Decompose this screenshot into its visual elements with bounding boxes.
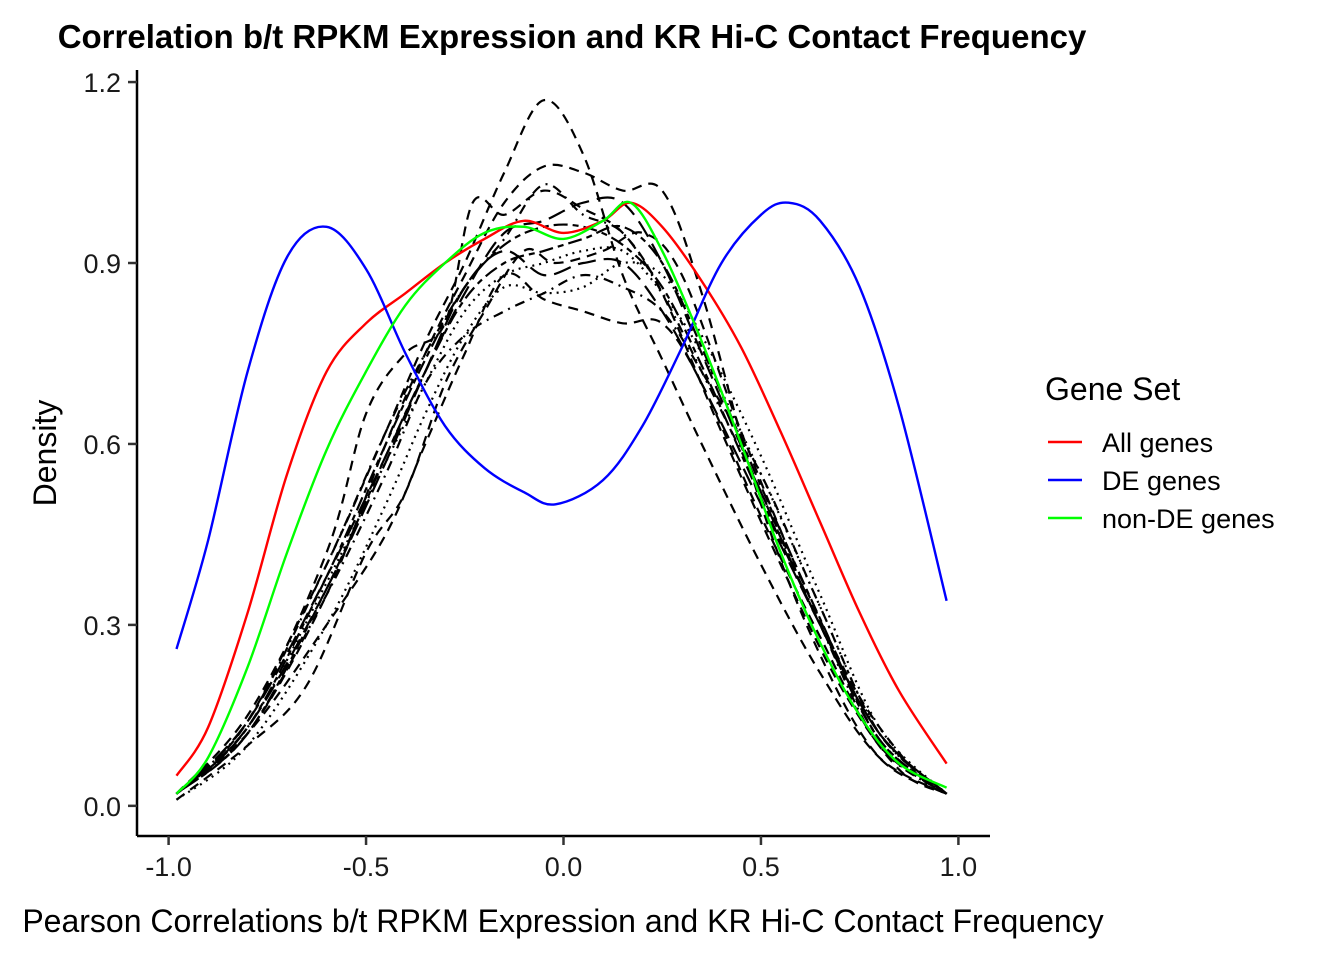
replicate-density-line — [175, 246, 948, 795]
x-ticks: -1.0 -0.5 0.0 0.5 1.0 — [145, 836, 977, 882]
replicate-density-line — [175, 196, 948, 795]
replicate-density-line — [175, 189, 948, 795]
x-tick-label: -1.0 — [145, 852, 192, 882]
legend-entries: All genes DE genes non-DE genes — [1048, 428, 1275, 534]
y-ticks: 0.0 0.3 0.6 0.9 1.2 — [83, 68, 137, 822]
x-axis-title: Pearson Correlations b/t RPKM Expression… — [22, 903, 1103, 939]
y-tick-label: 1.2 — [83, 68, 121, 98]
legend-label: non-DE genes — [1102, 504, 1275, 534]
legend: Gene Set All genes DE genes non-DE genes — [1045, 371, 1275, 534]
replicate-density-line — [175, 249, 948, 795]
series-de-genes — [175, 201, 948, 650]
legend-title: Gene Set — [1045, 371, 1180, 407]
x-tick-label: 1.0 — [940, 852, 978, 882]
chart-title: Correlation b/t RPKM Expression and KR H… — [58, 18, 1087, 55]
plot-area: -1.0 -0.5 0.0 0.5 1.0 0.0 0.3 0.6 0.9 1.2 — [83, 68, 990, 882]
replicate-density-line — [175, 224, 948, 795]
series-layer — [175, 99, 948, 801]
legend-label: DE genes — [1102, 466, 1221, 496]
replicate-density-line — [175, 183, 948, 795]
replicate-density-line — [175, 272, 948, 795]
x-tick-label: -0.5 — [343, 852, 390, 882]
y-axis-title: Density — [27, 400, 63, 507]
y-tick-label: 0.9 — [83, 249, 121, 279]
replicate-density-line — [175, 223, 948, 795]
replicate-density-line — [175, 99, 948, 795]
replicate-density-line — [175, 273, 948, 795]
replicate-density-line — [175, 231, 948, 801]
replicate-density-line — [175, 163, 948, 795]
x-tick-label: 0.0 — [545, 852, 583, 882]
y-tick-label: 0.3 — [83, 611, 121, 641]
legend-label: All genes — [1102, 428, 1213, 458]
series-all-genes — [175, 201, 948, 777]
x-tick-label: 0.5 — [742, 852, 780, 882]
series-non-de-genes — [175, 200, 948, 795]
replicate-density-line — [175, 261, 948, 801]
y-tick-label: 0.6 — [83, 430, 121, 460]
y-tick-label: 0.0 — [83, 792, 121, 822]
